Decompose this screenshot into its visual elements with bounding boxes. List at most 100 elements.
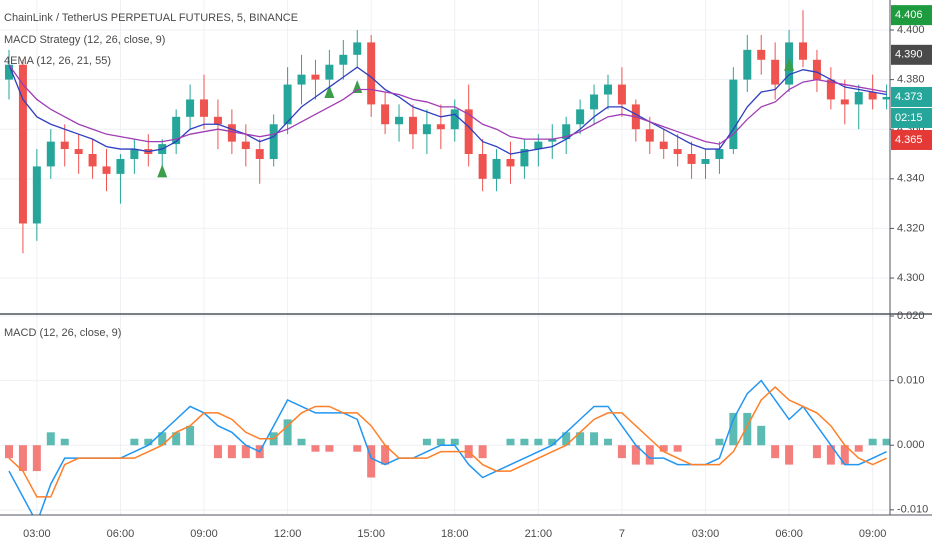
candle-body xyxy=(854,92,863,105)
legend-strategy: MACD Strategy (12, 26, close, 9) xyxy=(4,34,165,46)
histogram-bar xyxy=(520,438,529,446)
candle-body xyxy=(799,42,808,60)
price-label-box xyxy=(891,44,932,65)
x-tick-label: 03:00 xyxy=(692,528,720,540)
candle-body xyxy=(757,49,766,60)
histogram-bar xyxy=(186,425,195,446)
price-label: 4.406 xyxy=(895,9,923,21)
y-tick-label: 0.020 xyxy=(897,310,925,322)
y-tick-label: 4.380 xyxy=(897,74,925,86)
candle-body xyxy=(882,96,890,100)
y-tick-label: -0.010 xyxy=(897,504,928,516)
candle-body xyxy=(743,49,752,80)
histogram-bar xyxy=(882,438,890,446)
price-label-box xyxy=(891,86,932,107)
candle-body xyxy=(729,79,738,150)
histogram-bar xyxy=(631,445,640,465)
histogram-bar xyxy=(450,438,459,446)
histogram-bar xyxy=(172,432,181,446)
candle-body xyxy=(590,94,599,110)
x-tick-label: 18:00 xyxy=(441,528,469,540)
candle-body xyxy=(339,54,348,65)
candle-body xyxy=(46,141,55,167)
histogram-bar xyxy=(32,445,41,472)
histogram-bar xyxy=(673,445,682,452)
x-tick-label: 06:00 xyxy=(775,528,803,540)
ema-line xyxy=(8,64,887,155)
candle-body xyxy=(659,141,668,150)
histogram-bar xyxy=(227,445,236,459)
x-tick-label: 15:00 xyxy=(357,528,385,540)
candle-body xyxy=(617,84,626,105)
candle-body xyxy=(771,59,780,85)
histogram-bar xyxy=(659,445,668,452)
histogram-bar xyxy=(5,445,13,459)
candle-body xyxy=(102,166,111,174)
candle-body xyxy=(311,74,320,80)
candle-body xyxy=(395,116,404,125)
x-tick-label: 06:00 xyxy=(107,528,135,540)
candle-body xyxy=(534,141,543,150)
candle-body xyxy=(436,124,445,130)
price-label-box xyxy=(891,5,932,26)
histogram-bar xyxy=(840,445,849,465)
histogram-bar xyxy=(868,438,877,446)
candle-body xyxy=(32,166,41,224)
buy-signal xyxy=(157,164,168,178)
candle-body xyxy=(353,42,362,55)
candle-body xyxy=(227,124,236,142)
histogram-bar xyxy=(729,412,738,446)
candle-body xyxy=(367,42,376,105)
candle-body xyxy=(325,64,334,80)
candle-body xyxy=(283,84,292,125)
candle-body xyxy=(701,158,710,164)
histogram-bar xyxy=(603,438,612,446)
candle-body xyxy=(464,109,473,155)
candle-body xyxy=(562,124,571,140)
histogram-bar xyxy=(283,419,292,446)
macd-line xyxy=(8,386,887,498)
y-tick-label: 4.300 xyxy=(897,272,925,284)
histogram-bar xyxy=(46,432,55,446)
x-tick-label: 21:00 xyxy=(525,528,553,540)
histogram-bar xyxy=(325,445,334,452)
histogram-bar xyxy=(812,445,821,459)
histogram-bar xyxy=(854,445,863,452)
y-tick-label: 0.010 xyxy=(897,375,925,387)
histogram-bar xyxy=(130,438,139,446)
candle-body xyxy=(492,158,501,179)
candle-body xyxy=(715,149,724,159)
x-tick-label: 03:00 xyxy=(23,528,51,540)
y-tick-label: 4.320 xyxy=(897,222,925,234)
candle-body xyxy=(5,64,13,80)
y-tick-label: 0.000 xyxy=(897,439,925,451)
candle-body xyxy=(520,149,529,167)
buy-signal xyxy=(324,85,335,99)
symbol-title: ChainLink / TetherUS PERPETUAL FUTURES, … xyxy=(4,12,298,24)
histogram-bar xyxy=(158,432,167,446)
y-tick-label: 4.340 xyxy=(897,173,925,185)
buy-signal xyxy=(784,57,795,71)
histogram-bar xyxy=(590,432,599,446)
legend-ema: 4EMA (12, 26, 21, 55) xyxy=(4,55,111,67)
candle-body xyxy=(116,158,125,174)
y-tick-label: 4.400 xyxy=(897,24,925,36)
histogram-bar xyxy=(478,445,487,459)
histogram-bar xyxy=(771,445,780,459)
histogram-bar xyxy=(367,445,376,478)
candle-body xyxy=(255,149,264,159)
price-label: 4.373 xyxy=(895,91,923,103)
histogram-bar xyxy=(213,445,222,459)
x-tick-label: 09:00 xyxy=(190,528,218,540)
candle-body xyxy=(186,99,195,117)
histogram-bar xyxy=(534,438,543,446)
histogram-bar xyxy=(826,445,835,465)
candle-body xyxy=(450,109,459,130)
price-label-box xyxy=(891,129,932,150)
candle-body xyxy=(88,154,97,167)
x-tick-label: 12:00 xyxy=(274,528,302,540)
candle-body xyxy=(60,141,69,150)
candle-body xyxy=(130,149,139,159)
